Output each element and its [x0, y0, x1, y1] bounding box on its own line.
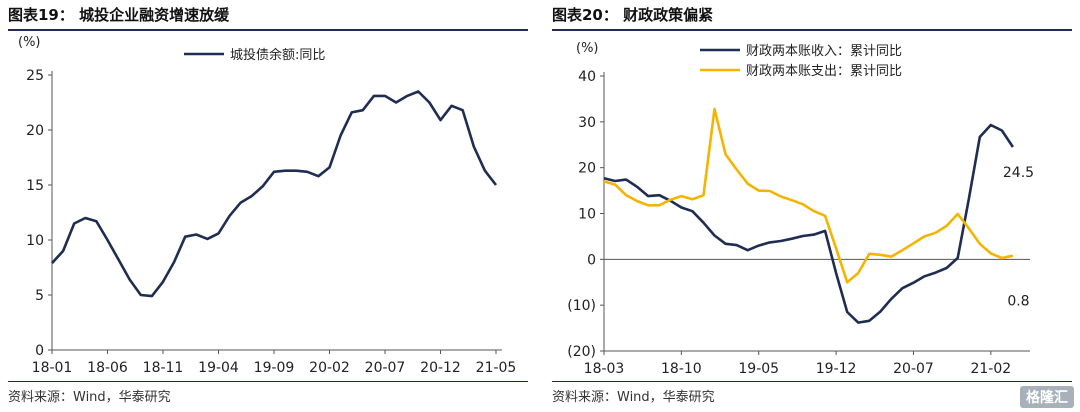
chart-panel-20: 图表20： 财政政策偏紧 (%) 40 30 20 10 0 (10) (20) 18-03 18…: [552, 0, 1080, 412]
x-tick-label: 19-05: [738, 361, 779, 377]
x-tick-label: 18-06: [87, 360, 128, 376]
chart-title: 图表19： 城投企业融资增速放缓: [8, 6, 230, 24]
legend-label-1: 财政两本账收入：累计同比: [746, 44, 902, 59]
x-tick-label: 18-03: [584, 361, 625, 377]
chart-title: 图表20： 财政政策偏紧: [552, 6, 714, 24]
x-tick-label: 20-02: [309, 360, 350, 376]
legend-label-1: 城投债余额:同比: [230, 47, 325, 63]
series-line-2: [603, 107, 1014, 284]
y-tick-label: 10: [578, 207, 596, 223]
x-tick-label: 19-09: [254, 360, 295, 376]
watermark-logo: 格隆汇: [1020, 386, 1074, 408]
title-divider: [552, 29, 1072, 31]
y-tick-label: 10: [26, 233, 44, 249]
title-divider: [8, 29, 528, 31]
x-tick-label: 19-04: [198, 360, 239, 376]
x-tick-label: 21-02: [970, 361, 1011, 377]
data-label-expense: 0.8: [1007, 294, 1029, 310]
source-note: 资料来源：Wind，华泰研究: [8, 390, 171, 405]
x-tick-label: 20-07: [893, 361, 934, 377]
x-tick-label: 21-05: [476, 360, 517, 376]
y-tick-label: 0: [587, 252, 596, 268]
legend-label-2: 财政两本账支出：累计同比: [746, 64, 902, 79]
x-tick-label: 19-12: [816, 361, 857, 377]
y-tick-label: 0: [35, 343, 44, 359]
y-axis-unit-label: (%): [18, 35, 41, 50]
data-label-income: 24.5: [1003, 165, 1034, 181]
y-axis-unit-label: (%): [576, 41, 599, 56]
x-tick-label: 18-11: [143, 360, 184, 376]
y-tick-label: 30: [578, 115, 596, 131]
x-tick-label: 18-01: [32, 360, 73, 376]
y-tick-label: 20: [578, 161, 596, 177]
y-tick-label: 40: [578, 69, 596, 85]
x-tick-label: 18-10: [661, 361, 702, 377]
source-note: 资料来源：Wind，华泰研究: [552, 390, 715, 405]
y-tick-label: 25: [26, 68, 44, 84]
y-tick-label: (10): [567, 298, 596, 314]
series-line-1: [51, 90, 498, 298]
line-chart-19: (%) 0 5 10 15 20 25 18-01 18-06 18-11 19-04 19-09 20…: [18, 35, 517, 376]
y-tick-label: 15: [26, 178, 44, 194]
x-tick-label: 20-12: [420, 360, 461, 376]
y-tick-label: 20: [26, 123, 44, 139]
line-chart-20: (%) 40 30 20 10 0 (10) (20)18-03 18-10 19-05 19-12…: [567, 41, 1034, 377]
y-tick-label: (20): [567, 344, 596, 360]
chart-panel-19: 图表19： 城投企业融资增速放缓 (%) 0 5 10 15 20 25 18-01 18-06…: [8, 0, 536, 412]
x-tick-label: 20-07: [365, 360, 406, 376]
y-tick-label: 5: [35, 288, 44, 304]
source-divider: [552, 381, 1072, 382]
source-divider: [8, 381, 528, 382]
series-line-1: [603, 123, 1014, 324]
